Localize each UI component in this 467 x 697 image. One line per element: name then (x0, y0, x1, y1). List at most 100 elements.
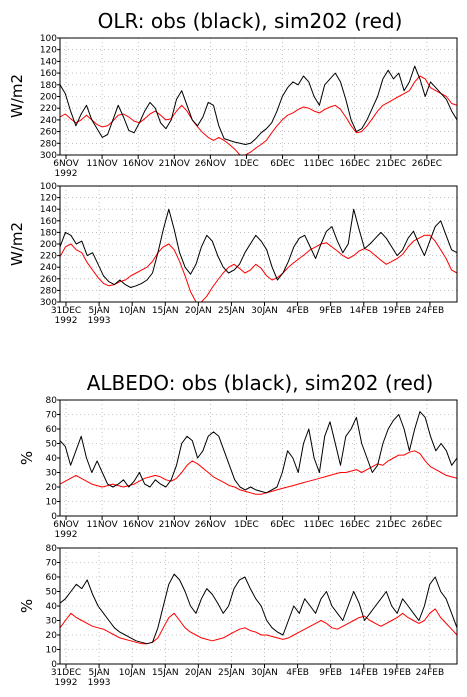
y-tick-label: 120 (40, 194, 57, 204)
y-tick-label: 280 (40, 286, 57, 296)
y-tick-label: 0 (51, 660, 57, 670)
series-obs-line (60, 65, 457, 145)
y-tick-label: 300 (40, 298, 57, 308)
x-tick-label: 31DEC (51, 668, 81, 678)
y-tick-label: 80 (46, 396, 58, 406)
series-sim202-line (60, 75, 457, 155)
x-tick-label: 10JAN (119, 306, 146, 316)
y-tick-label: 240 (40, 116, 57, 126)
y-tick-label: 20 (46, 631, 58, 641)
x-tick-label: 16DEC (340, 520, 370, 530)
x-tick-label: 4FEB (286, 306, 309, 316)
x-tick-label: 16NOV (123, 159, 155, 169)
x-year-label: 1992 (55, 316, 78, 326)
x-tick-label: 11DEC (303, 520, 333, 530)
y-tick-label: 40 (46, 602, 58, 612)
x-year-label: 1993 (88, 316, 111, 326)
y-tick-label: 260 (40, 275, 57, 285)
y-tick-label: 140 (40, 57, 57, 67)
series-sim202-line (60, 450, 457, 495)
y-tick-label: 20 (46, 483, 58, 493)
y-tick-label: 120 (40, 46, 57, 56)
x-tick-label: 26NOV (195, 520, 227, 530)
x-tick-label: 21DEC (376, 520, 406, 530)
y-tick-label: 10 (46, 498, 58, 508)
y-tick-label: 280 (40, 139, 57, 149)
albedo-panel-nov-dec: 0 10 20 30 40 50 60 70 80 6NOV 11NOV 16NOV 21NOV 26NO… (18, 396, 458, 540)
x-tick-label: 6DEC (270, 159, 295, 169)
y-tick-label: 220 (40, 104, 57, 114)
x-tick-label: 14FEB (350, 306, 379, 316)
x-tick-label: 30JAN (251, 306, 278, 316)
plot-frame (59, 399, 458, 517)
olr-title: OLR: obs (black), sim202 (red) (98, 9, 403, 33)
y-tick-label: 60 (46, 425, 58, 435)
x-tick-label: 26DEC (412, 520, 442, 530)
x-tick-label: 4FEB (286, 668, 309, 678)
x-tick-label: 24FEB (416, 668, 445, 678)
x-tick-label: 25JAN (218, 668, 245, 678)
y-tick-label: 30 (46, 469, 58, 479)
y-tick-label: 200 (40, 240, 57, 250)
y-tick-label: 220 (40, 252, 57, 262)
series-obs-line (60, 411, 457, 494)
series-sim202-line (60, 608, 457, 645)
x-tick-label: 10JAN (119, 668, 146, 678)
y-tick-label: 80 (46, 544, 58, 554)
y-tick-label: 140 (40, 205, 57, 215)
y-tick-label: 260 (40, 128, 57, 138)
y-tick-label: 160 (40, 69, 57, 79)
x-tick-label: 19FEB (383, 668, 412, 678)
x-tick-label: 6NOV (53, 520, 79, 530)
y-axis-label: W/m2 (8, 222, 26, 266)
x-tick-label: 5JAN (89, 668, 110, 678)
y-tick-label: 0 (51, 512, 57, 522)
y-tick-label: 300 (40, 151, 57, 161)
x-tick-label: 5JAN (89, 306, 110, 316)
series-obs-line (60, 573, 457, 645)
y-tick-label: 240 (40, 263, 57, 273)
x-year-label: 1992 (55, 678, 78, 688)
albedo-panel-jan-feb: 0 10 20 30 40 50 60 70 80 31DEC 5JAN 10JAN 15JAN 20JA… (18, 544, 458, 688)
x-tick-label: 20JAN (185, 668, 212, 678)
plot-frame (59, 37, 458, 156)
x-tick-label: 11NOV (86, 159, 118, 169)
x-tick-label: 11NOV (86, 520, 118, 530)
y-axis-label: % (18, 451, 36, 465)
x-tick-label: 19FEB (383, 306, 412, 316)
series-sim202-line (60, 234, 457, 302)
x-tick-label: 1DEC (234, 520, 259, 530)
x-tick-label: 16NOV (123, 520, 155, 530)
y-tick-label: 160 (40, 217, 57, 227)
y-tick-label: 180 (40, 81, 57, 91)
x-tick-label: 1DEC (234, 159, 259, 169)
y-tick-label: 100 (40, 182, 57, 192)
y-tick-label: 50 (46, 440, 58, 450)
y-tick-label: 180 (40, 228, 57, 238)
albedo-title: ALBEDO: obs (black), sim202 (red) (87, 371, 434, 395)
x-tick-label: 26DEC (412, 159, 442, 169)
y-tick-label: 40 (46, 454, 58, 464)
y-tick-label: 100 (40, 34, 57, 44)
x-year-label: 1993 (88, 678, 111, 688)
y-tick-label: 30 (46, 617, 58, 627)
y-tick-label: 60 (46, 573, 58, 583)
y-tick-label: 70 (46, 559, 58, 569)
x-tick-label: 6NOV (53, 159, 79, 169)
x-tick-label: 21NOV (159, 159, 191, 169)
x-tick-label: 26NOV (195, 159, 227, 169)
x-tick-label: 15JAN (152, 668, 179, 678)
x-tick-label: 20JAN (185, 306, 212, 316)
y-axis-label: W/m2 (8, 74, 26, 118)
x-tick-label: 24FEB (416, 306, 445, 316)
y-tick-label: 10 (46, 646, 58, 656)
x-tick-label: 16DEC (340, 159, 370, 169)
x-tick-label: 21DEC (376, 159, 406, 169)
x-year-label: 1992 (55, 169, 78, 179)
x-tick-label: 14FEB (350, 668, 379, 678)
plot-frame (59, 185, 458, 303)
series-obs-line (60, 208, 457, 288)
x-tick-label: 25JAN (218, 306, 245, 316)
